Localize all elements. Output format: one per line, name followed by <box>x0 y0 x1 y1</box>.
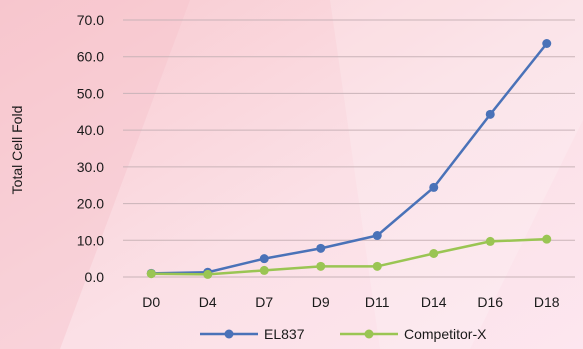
x-tick-label: D18 <box>534 294 560 310</box>
y-axis-title: Total Cell Fold <box>9 106 25 195</box>
data-point <box>259 265 269 275</box>
data-point <box>542 234 552 244</box>
series-0 <box>146 38 552 278</box>
y-tick-label: 50.0 <box>77 85 104 101</box>
legend-label: EL837 <box>264 326 305 342</box>
legend: EL837 Competitor-X <box>200 326 487 342</box>
x-tick-label: D14 <box>421 294 447 310</box>
data-point <box>316 243 326 253</box>
x-tick-label: D7 <box>255 294 273 310</box>
x-tick-label: D0 <box>142 294 160 310</box>
y-tick-label: 40.0 <box>77 122 104 138</box>
y-tick-label: 70.0 <box>77 12 104 28</box>
y-tick-label: 10.0 <box>77 232 104 248</box>
data-point <box>485 109 495 119</box>
data-point <box>316 261 326 271</box>
gridlines <box>123 19 575 278</box>
legend-marker <box>364 329 374 339</box>
y-tick-label: 60.0 <box>77 49 104 65</box>
x-tick-label: D4 <box>199 294 217 310</box>
data-point <box>429 182 439 192</box>
background-band <box>0 0 190 349</box>
y-axis-ticks: 0.0 10.0 20.0 30.0 40.0 50.0 60.0 70.0 <box>77 12 104 285</box>
series-line <box>151 42 548 275</box>
x-axis-ticks: D0 D4 D7 D9 D11 D14 D16 D18 <box>142 294 560 310</box>
data-point <box>259 254 269 264</box>
data-point <box>372 231 382 241</box>
series <box>146 38 552 279</box>
y-tick-label: 0.0 <box>85 269 105 285</box>
data-point <box>429 249 439 259</box>
y-tick-label: 30.0 <box>77 159 104 175</box>
data-point <box>203 269 213 279</box>
y-tick-label: 20.0 <box>77 196 104 212</box>
legend-marker <box>224 329 234 339</box>
x-tick-label: D16 <box>477 294 503 310</box>
x-tick-label: D11 <box>365 294 390 310</box>
series-line <box>151 237 547 276</box>
data-point <box>485 236 495 246</box>
legend-label: Competitor-X <box>404 326 487 342</box>
x-tick-label: D9 <box>312 294 330 310</box>
data-point <box>372 261 382 271</box>
series-1 <box>146 234 552 279</box>
data-point <box>146 269 156 279</box>
data-point <box>542 38 552 48</box>
